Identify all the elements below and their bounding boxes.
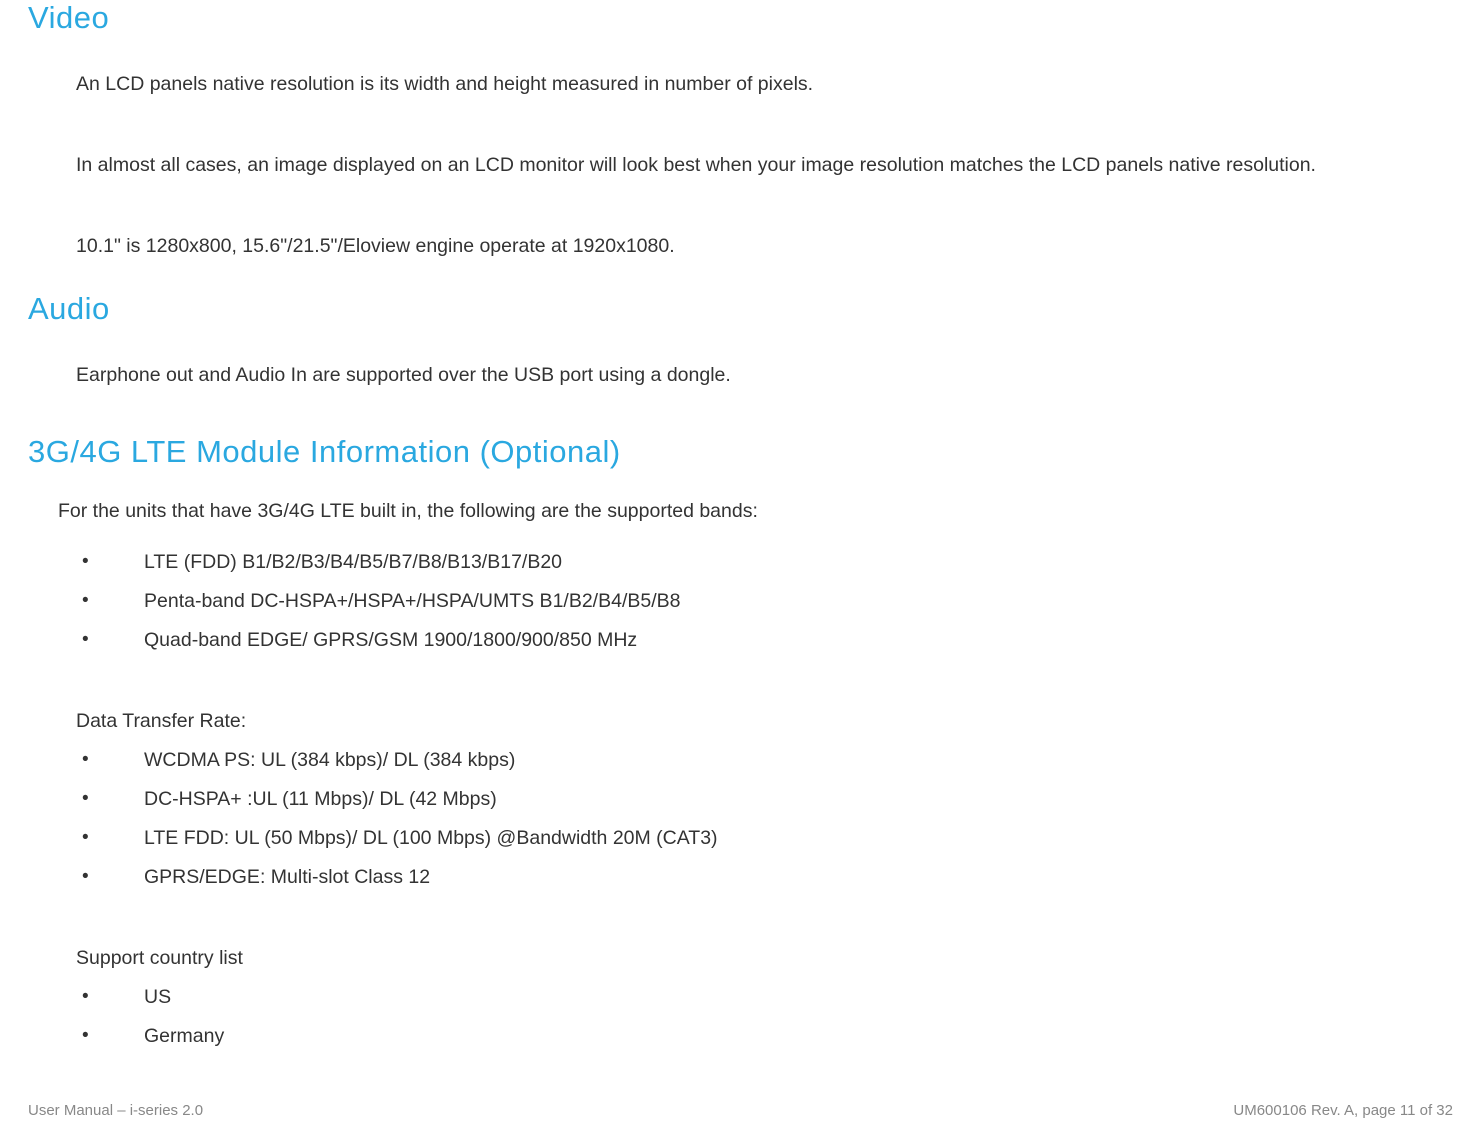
support-country-label: Support country list [76,947,1453,970]
video-paragraph: An LCD panels native resolution is its w… [76,66,1453,103]
section-heading-lte: 3G/4G LTE Module Information (Optional) [28,434,1453,470]
audio-paragraph: Earphone out and Audio In are supported … [76,357,1453,394]
list-item: Germany [76,1017,1453,1056]
list-item: LTE (FDD) B1/B2/B3/B4/B5/B7/B8/B13/B17/B… [76,543,1453,582]
video-body: An LCD panels native resolution is its w… [76,66,1453,265]
lte-bands-block: LTE (FDD) B1/B2/B3/B4/B5/B7/B8/B13/B17/B… [76,543,1453,1056]
video-paragraph: 10.1" is 1280x800, 15.6"/21.5"/Eloview e… [76,228,1453,265]
list-item: WCDMA PS: UL (384 kbps)/ DL (384 kbps) [76,741,1453,780]
list-item: US [76,978,1453,1017]
page-footer: User Manual – i-series 2.0 UM600106 Rev.… [28,1102,1453,1119]
list-item: GPRS/EDGE: Multi-slot Class 12 [76,858,1453,897]
lte-countries-list: US Germany [76,978,1453,1056]
list-item: Quad-band EDGE/ GPRS/GSM 1900/1800/900/8… [76,621,1453,660]
footer-right: UM600106 Rev. A, page 11 of 32 [1233,1102,1453,1119]
video-paragraph: In almost all cases, an image displayed … [76,147,1453,184]
section-heading-audio: Audio [28,291,1453,327]
list-item: Penta-band DC-HSPA+/HSPA+/HSPA/UMTS B1/B… [76,582,1453,621]
list-item: LTE FDD: UL (50 Mbps)/ DL (100 Mbps) @Ba… [76,819,1453,858]
section-heading-video: Video [28,0,1453,36]
lte-intro: For the units that have 3G/4G LTE built … [58,500,1453,523]
lte-bands-list: LTE (FDD) B1/B2/B3/B4/B5/B7/B8/B13/B17/B… [76,543,1453,660]
audio-body: Earphone out and Audio In are supported … [76,357,1453,394]
lte-rates-list: WCDMA PS: UL (384 kbps)/ DL (384 kbps) D… [76,741,1453,897]
footer-left: User Manual – i-series 2.0 [28,1102,203,1119]
data-transfer-rate-label: Data Transfer Rate: [76,710,1453,733]
list-item: DC-HSPA+ :UL (11 Mbps)/ DL (42 Mbps) [76,780,1453,819]
